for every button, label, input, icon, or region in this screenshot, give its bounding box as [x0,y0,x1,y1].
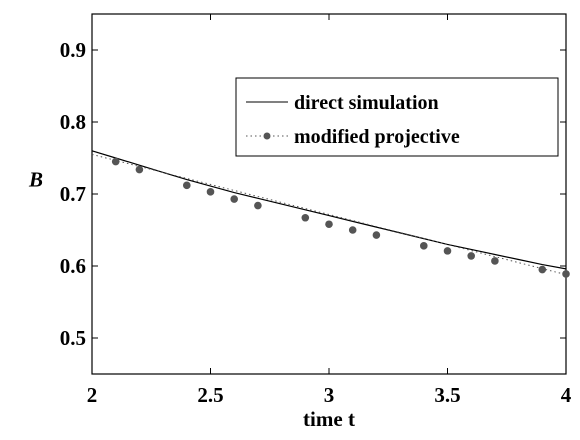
data-point-modified-projective [467,252,476,260]
x-axis-label: time t [303,407,355,431]
x-tick-label: 2 [87,383,98,407]
data-point-modified-projective [111,157,120,166]
legend: direct simulation modified projective [235,77,559,157]
x-tick-label: 3.5 [434,383,460,407]
data-point-modified-projective [562,270,570,278]
data-point-modified-projective [206,188,215,196]
y-tick-label: 0.5 [60,326,86,350]
x-tick-label: 3 [324,383,335,407]
legend-marker-modified-projective [263,132,271,140]
data-point-modified-projective [325,220,333,229]
y-tick-label: 0.9 [60,38,86,62]
y-tick-label: 0.8 [60,110,86,134]
data-point-modified-projective [183,181,191,190]
data-point-modified-projective [254,201,262,210]
data-point-modified-projective [348,226,357,234]
data-point-modified-projective [135,165,144,174]
y-tick-label: 0.7 [60,182,86,206]
data-point-modified-projective [420,242,428,250]
plot-area [91,13,567,375]
legend-label-modified-projective: modified projective [294,126,460,148]
data-point-modified-projective [538,265,547,274]
data-point-modified-projective [301,213,310,222]
data-point-modified-projective [491,257,499,265]
x-tick-label: 4 [561,383,572,407]
legend-box [235,77,559,157]
series-layer [91,150,570,278]
y-axis-label: B [28,168,43,192]
series-line-modified-projective [91,153,567,276]
data-point-modified-projective [443,247,452,255]
data-point-modified-projective [230,195,238,203]
x-tick-label: 2.5 [197,383,223,407]
legend-label-direct-simulation: direct simulation [294,92,439,114]
y-tick-label: 0.6 [60,254,86,278]
axis-ticks: 2 2.5 3 3.5 4 0.5 0.6 0.7 0.8 0.9 [60,14,572,407]
data-point-modified-projective [372,231,381,239]
